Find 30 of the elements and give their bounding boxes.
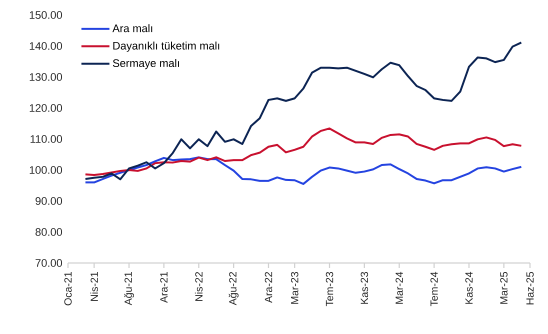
y-tick-label: 110.00 [30, 135, 62, 143]
line-series [84, 156, 522, 185]
x-tick-label: Ağu-21 [124, 272, 134, 306]
x-tick-label: Nis-21 [90, 272, 98, 301]
y-tick-label: 130.00 [30, 73, 62, 81]
x-tick-label: Ara-22 [264, 272, 272, 303]
y-tick-label: 120.00 [30, 104, 62, 112]
legend-label: Dayanıklı tüketim malı [113, 42, 220, 52]
x-tick-label: Kas-23 [360, 272, 368, 304]
x-tick-label: Kas-24 [465, 272, 473, 304]
x-tick-label: Ara-21 [160, 272, 168, 303]
y-tick-label: 100.00 [30, 166, 62, 174]
x-tick-label: Ağu-22 [228, 272, 239, 306]
y-tick-label: 140.00 [30, 42, 62, 50]
y-tick-label: 150.00 [30, 11, 62, 19]
x-tick-label: Mar-23 [290, 272, 298, 304]
x-tick-label: Nis-22 [194, 272, 203, 301]
x-tick-label: Tem-24 [430, 272, 438, 306]
x-tick-label: Oca-21 [64, 272, 72, 306]
legend-label: Ara malı [112, 24, 152, 32]
line-series [84, 42, 522, 180]
legend-label: Sermaye malı [112, 58, 179, 70]
x-tick-label: Mar-24 [396, 272, 403, 304]
x-tick-label: Mar-25 [500, 272, 508, 304]
y-tick-label: 70.00 [36, 259, 62, 267]
x-tick-label: Haz-25 [526, 272, 534, 304]
y-tick-label: 80.00 [36, 228, 62, 236]
line-series [84, 127, 522, 176]
y-tick-label: 90.00 [36, 197, 62, 205]
x-tick-label: Tem-23 [326, 272, 334, 306]
